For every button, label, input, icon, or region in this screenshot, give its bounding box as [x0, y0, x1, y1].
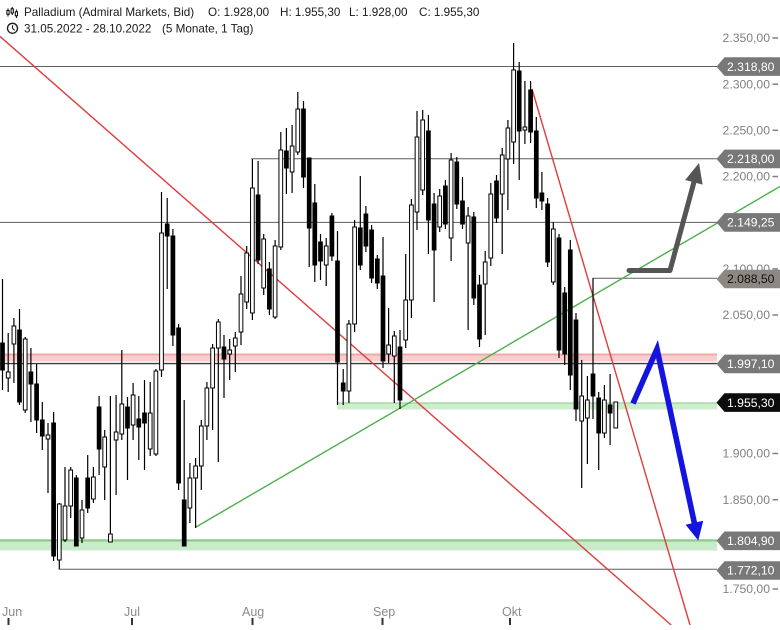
svg-text:L: 1.928,00: L: 1.928,00 [349, 6, 408, 19]
svg-text:C: 1.955,30: C: 1.955,30 [419, 6, 480, 19]
svg-text:1.900,00: 1.900,00 [723, 447, 771, 461]
svg-text:H: 1.955,30: H: 1.955,30 [280, 6, 341, 19]
svg-text:Jul: Jul [124, 605, 140, 619]
svg-text:Okt: Okt [502, 605, 522, 619]
svg-text:2.050,00: 2.050,00 [723, 308, 771, 322]
svg-text:2.318,80: 2.318,80 [727, 60, 775, 74]
svg-text:2.300,00: 2.300,00 [723, 77, 771, 91]
svg-text:Sep: Sep [373, 605, 395, 619]
svg-text:1.772,10: 1.772,10 [727, 564, 775, 578]
svg-text:1.850,00: 1.850,00 [723, 493, 771, 507]
svg-text:1.997,10: 1.997,10 [727, 357, 775, 371]
svg-text:2.149,25: 2.149,25 [727, 216, 775, 230]
svg-text:Palladium (Admiral Markets, Bi: Palladium (Admiral Markets, Bid) [24, 6, 194, 19]
svg-text:1.955,30: 1.955,30 [727, 396, 775, 410]
svg-text:31.05.2022 - 28.10.2022: 31.05.2022 - 28.10.2022 [24, 23, 151, 36]
svg-text:O: 1.928,00: O: 1.928,00 [208, 6, 270, 19]
svg-text:Jun: Jun [2, 605, 22, 619]
svg-text:2.200,00: 2.200,00 [723, 170, 771, 184]
svg-text:1.804,90: 1.804,90 [727, 534, 775, 548]
svg-text:2.250,00: 2.250,00 [723, 124, 771, 138]
svg-text:2.218,00: 2.218,00 [727, 152, 775, 166]
svg-text:Aug: Aug [242, 605, 264, 619]
svg-text:(5 Monate, 1 Tag): (5 Monate, 1 Tag) [162, 23, 253, 36]
svg-text:2.088,50: 2.088,50 [727, 272, 775, 286]
svg-text:2.350,00: 2.350,00 [723, 31, 771, 45]
svg-text:1.750,00: 1.750,00 [723, 582, 771, 596]
